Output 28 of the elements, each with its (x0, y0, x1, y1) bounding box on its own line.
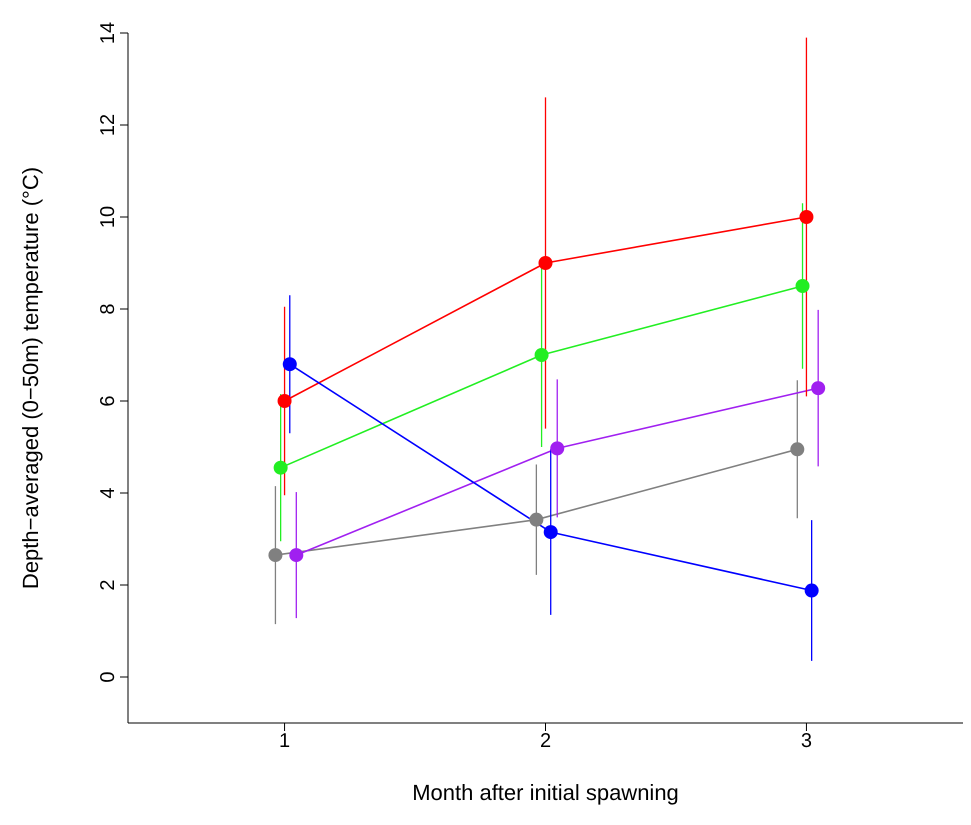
y-tick-label: 0 (97, 671, 119, 683)
point (799, 210, 814, 224)
x-tick-label: 3 (800, 730, 812, 752)
y-tick-label: 4 (97, 487, 119, 499)
point (538, 256, 552, 270)
point (268, 548, 282, 562)
x-tick-label: 2 (540, 730, 552, 752)
point (811, 381, 826, 396)
y-tick-label: 10 (97, 206, 119, 228)
point (544, 525, 558, 540)
y-tick-label: 12 (97, 114, 119, 136)
x-axis-title: Month after initial spawning (412, 780, 679, 805)
point (529, 512, 544, 527)
y-tick-label: 14 (97, 22, 119, 44)
point (790, 442, 804, 456)
y-axis-title: Depth−averaged (0−50m) temperature (°C) (18, 166, 43, 590)
y-tick-label: 8 (97, 303, 119, 315)
point (550, 441, 564, 456)
point (796, 279, 810, 293)
point (534, 348, 549, 362)
x-tick-label: 1 (279, 730, 290, 752)
point (278, 394, 292, 408)
y-tick-label: 2 (97, 579, 119, 591)
point (282, 357, 297, 372)
point (274, 460, 288, 475)
point (289, 548, 304, 562)
y-tick-label: 6 (97, 395, 119, 407)
point (804, 584, 819, 598)
